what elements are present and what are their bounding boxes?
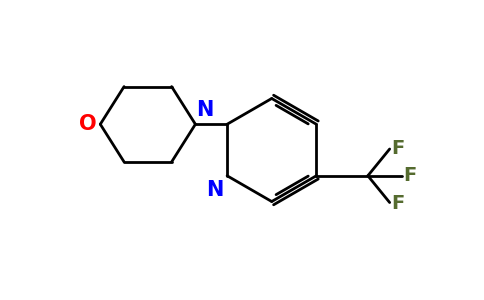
Text: F: F — [392, 194, 405, 213]
Text: F: F — [404, 166, 417, 185]
Text: F: F — [392, 139, 405, 158]
Text: N: N — [206, 180, 223, 200]
Text: O: O — [79, 114, 96, 134]
Text: N: N — [197, 100, 214, 120]
